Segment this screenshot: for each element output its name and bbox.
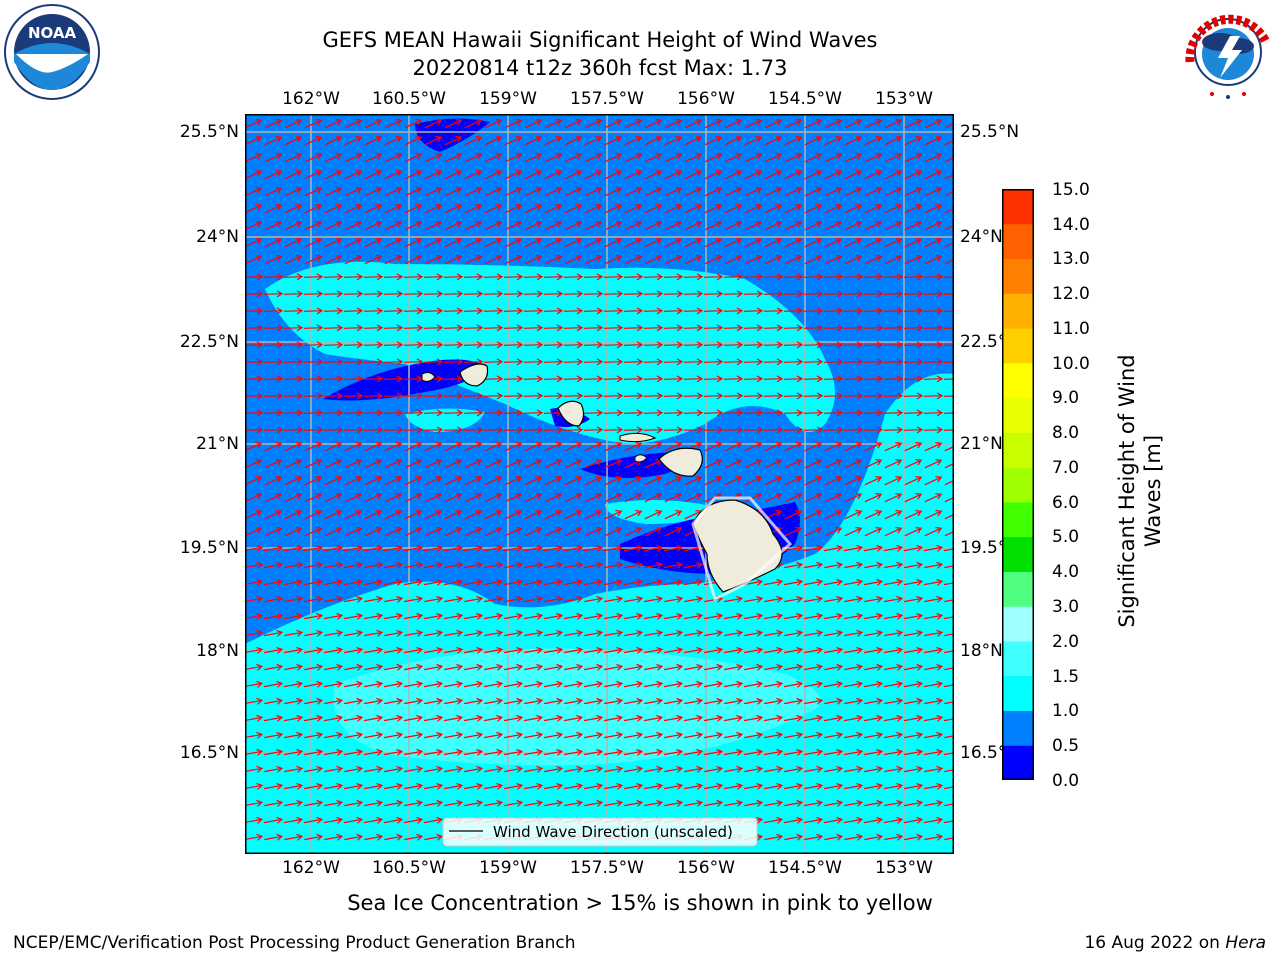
colorbar-bin [1002,432,1034,468]
footer-date: 16 Aug 2022 on Hera [1084,933,1266,953]
footer-date-text: 16 Aug 2022 on [1084,933,1220,953]
wind-wave-direction-arrows [245,119,954,841]
chart-subtitle: 20220814 t12z 360h fcst Max: 1.73 [412,56,788,80]
svg-text:NOAA: NOAA [28,24,77,42]
colorbar-bin [1002,223,1034,260]
lat-tick-right: 25.5°N [960,122,1020,142]
footer-host: Hera [1225,933,1266,953]
chart-title: GEFS MEAN Hawaii Significant Height of W… [322,28,878,52]
colorbar-tick: 14.0 [1052,215,1090,235]
lon-tick-top: 153°W [875,89,933,109]
colorbar-tick: 8.0 [1052,423,1080,443]
colorbar-tick: 4.0 [1052,562,1080,582]
colorbar-tick: 1.0 [1052,701,1080,721]
sea-ice-caption: Sea Ice Concentration > 15% is shown in … [347,891,933,915]
colorbar-tick: 9.0 [1052,388,1080,408]
lat-tick-right: 21°N [960,434,1003,454]
map-frame [245,114,954,854]
nws-logo [1178,2,1278,102]
wave-field-1.0-1.5-north [265,261,835,444]
wave-field-0.0-0.5-kauai-lee [323,359,485,401]
lon-tick-bottom: 157.5°W [570,858,644,878]
island-oahu [557,400,585,427]
noaa-logo: NOAA [2,2,102,102]
lat-tick-left: 25.5°N [179,122,239,142]
colorbar-bin [1002,501,1034,538]
colorbar-bin [1002,571,1034,607]
colorbar-title-line2: Waves [m] [1141,434,1165,548]
colorbar-frame [1002,189,1034,780]
lon-tick-top: 160.5°W [372,89,446,109]
legend-label: Wind Wave Direction (unscaled) [493,823,733,841]
lon-tick-top: 154.5°W [768,89,842,109]
island-molokai [619,432,657,443]
colorbar-bin [1002,258,1034,294]
colorbar-bin [1002,467,1034,503]
colorbar-tick: 3.0 [1052,597,1080,617]
colorbar-bin [1002,536,1034,572]
colorbar-tick: 15.0 [1052,180,1090,200]
island-maui [658,447,703,477]
colorbar-bin [1002,397,1034,433]
lat-tick-left: 19.5°N [179,538,239,558]
lon-tick-bottom: 154.5°W [768,858,842,878]
lat-tick-right: 24°N [960,227,1003,247]
lat-tick-left: 22.5°N [179,332,239,352]
lat-tick-left: 16.5°N [179,743,239,763]
colorbar-tick: 12.0 [1052,284,1090,304]
lon-tick-top: 159°W [479,89,537,109]
colorbar-tick: 10.0 [1052,354,1090,374]
lat-tick-left: 18°N [196,641,239,661]
map-legend: Wind Wave Direction (unscaled) [442,817,758,847]
colorbar-tick: 0.0 [1052,771,1080,791]
colorbar-bin [1002,640,1034,677]
lat-tick-left: 21°N [196,434,239,454]
colorbar-tick: 11.0 [1052,319,1090,339]
colorbar-tick: 2.0 [1052,632,1080,652]
footer-credit: NCEP/EMC/Verification Post Processing Pr… [13,933,576,953]
lon-tick-bottom: 160.5°W [372,858,446,878]
lat-tick-right: 18°N [960,641,1003,661]
colorbar-bin [1002,362,1034,399]
colorbar-tick: 0.5 [1052,736,1080,756]
island-kauai [459,363,489,387]
colorbar-bin [1002,189,1034,225]
lon-tick-bottom: 156°W [677,858,735,878]
island-lanai [634,454,648,463]
colorbar-tick: 13.0 [1052,249,1090,269]
colorbar-bin [1002,675,1034,711]
map-panel: Wind Wave Direction (unscaled) [245,114,954,854]
lat-tick-left: 24°N [196,227,239,247]
arrow-field [245,119,954,841]
colorbar-tick: 5.0 [1052,527,1080,547]
land-mask-outline [691,496,793,602]
lon-tick-bottom: 162°W [282,858,340,878]
colorbar-tick: 1.5 [1052,667,1080,687]
wave-field-channel-patch [405,408,485,432]
wave-field-0.0-0.5-north [415,118,490,152]
colorbar [1002,189,1034,781]
lon-tick-bottom: 159°W [479,858,537,878]
wave-field-channel-patch [605,500,725,524]
lon-tick-bottom: 153°W [875,858,933,878]
island-niihau [421,372,436,382]
colorbar-bin [1002,745,1034,781]
colorbar-title: Significant Height of Wind Waves [m] [992,354,1280,627]
lon-tick-top: 156°W [677,89,735,109]
colorbar-bin [1002,606,1034,642]
colorbar-bin [1002,710,1034,746]
colorbar-title-line1: Significant Height of Wind [1115,354,1139,628]
colorbar-bin [1002,293,1034,329]
lon-tick-top: 157.5°W [570,89,644,109]
colorbar-tick: 7.0 [1052,458,1080,478]
colorbar-bin [1002,328,1034,364]
colorbar-tick: 6.0 [1052,493,1080,513]
lon-tick-top: 162°W [282,89,340,109]
